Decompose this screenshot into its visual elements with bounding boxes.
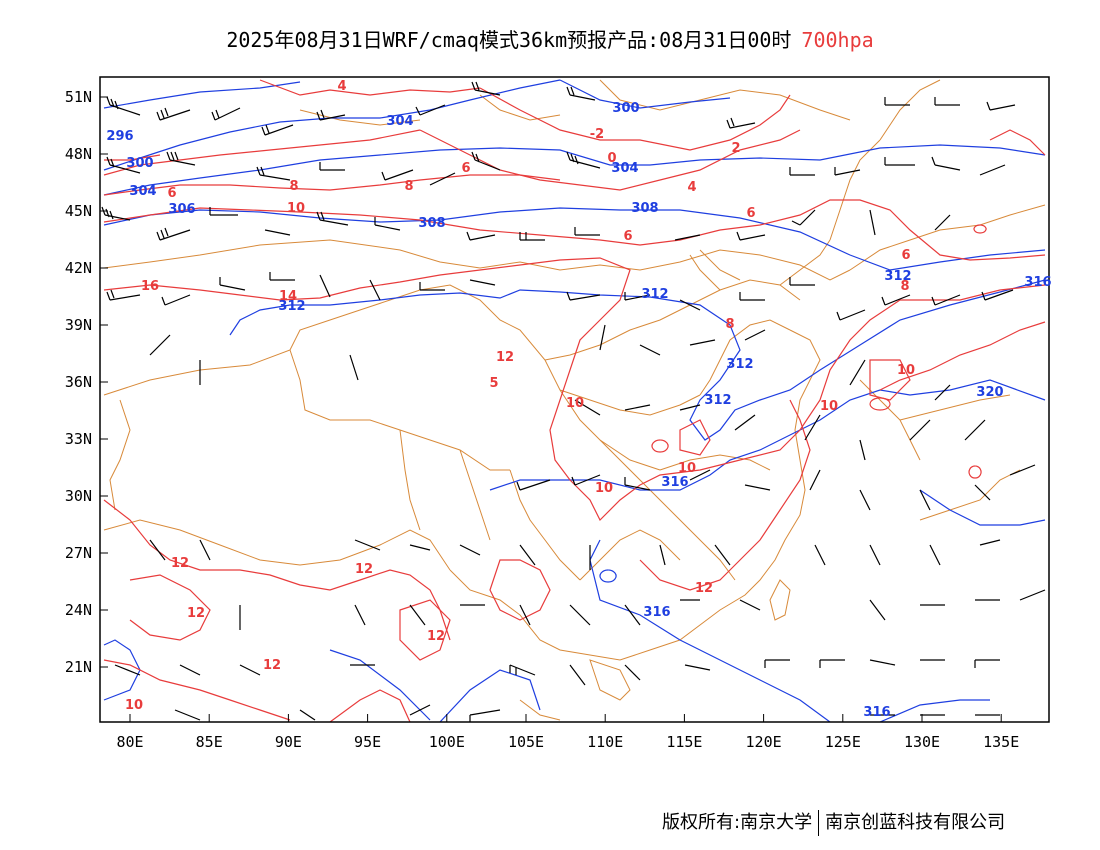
map-layers — [101, 79, 1046, 722]
x-tick-label: 115E — [666, 733, 702, 751]
y-tick-label: 51N — [65, 88, 92, 106]
x-tick-label: 90E — [275, 733, 302, 751]
x-tick-label: 125E — [825, 733, 861, 751]
boundary-lines — [103, 79, 1046, 721]
x-tick-label: 120E — [746, 733, 782, 751]
height-contour-label: 312 — [704, 393, 731, 408]
y-axis: 51N 48N 45N 42N 39N 36N 33N 30N 27N 24N 21N — [65, 88, 108, 676]
x-tick-label: 95E — [354, 733, 381, 751]
temperature-contour-label: 4 — [337, 79, 346, 94]
height-contour-label: 316 — [863, 705, 890, 720]
y-tick-label: 45N — [65, 202, 92, 220]
temperature-contour-label: 12 — [263, 658, 281, 673]
x-tick-label: 85E — [196, 733, 223, 751]
height-contour-label: 316 — [1024, 275, 1051, 290]
temperature-contour-label: 6 — [746, 206, 755, 221]
temperature-contour-label: 6 — [167, 186, 176, 201]
temperature-contour-label: 10 — [287, 201, 305, 216]
height-contour-label: 300 — [612, 101, 639, 116]
copyright-right: 南京创蓝科技有限公司 — [825, 812, 1006, 833]
y-tick-label: 39N — [65, 316, 92, 334]
x-tick-label: 130E — [904, 733, 940, 751]
temperature-contour-label: 14 — [279, 289, 297, 304]
temperature-contour-label: 2 — [731, 141, 740, 156]
temperature-contour-label: 6 — [461, 161, 470, 176]
temperature-contour-label: 10 — [566, 396, 584, 411]
y-tick-label: 42N — [65, 259, 92, 277]
temperature-contour-label: 10 — [125, 698, 143, 713]
temperature-contour-label: 6 — [901, 248, 910, 263]
temperature-contour-label: 12 — [187, 606, 205, 621]
height-contour-label: 320 — [976, 385, 1003, 400]
x-axis: 80E 85E 90E 95E 100E 105E 110E 115E 120E 125E 130E… — [116, 714, 1019, 751]
title-text: 2025年08月31日WRF/cmaq模式36km预报产品:08月31日00时 — [226, 28, 792, 52]
y-tick-label: 48N — [65, 145, 92, 163]
temperature-contours — [103, 79, 1046, 722]
temperature-contour-label: 8 — [725, 317, 734, 332]
map-title: 2025年08月31日WRF/cmaq模式36km预报产品:08月31日00时 7… — [0, 24, 1100, 53]
y-tick-label: 24N — [65, 601, 92, 619]
temperature-contour-label: 10 — [595, 481, 613, 496]
temperature-contour-label: 12 — [496, 350, 514, 365]
temperature-contour-label: 6 — [623, 229, 632, 244]
temperature-contour-label: 10 — [820, 399, 838, 414]
y-tick-label: 27N — [65, 544, 92, 562]
x-tick-label: 135E — [983, 733, 1019, 751]
temperature-contour-label: 8 — [289, 179, 298, 194]
height-contour-label: 296 — [106, 129, 133, 144]
height-contour-label: 308 — [631, 201, 658, 216]
temperature-contour-label: 8 — [900, 279, 909, 294]
height-contour-label: 312 — [278, 299, 305, 314]
y-tick-label: 33N — [65, 430, 92, 448]
x-tick-label: 110E — [587, 733, 623, 751]
temperature-contour-label: 12 — [695, 581, 713, 596]
y-tick-label: 30N — [65, 487, 92, 505]
temperature-contour-label: 10 — [897, 363, 915, 378]
copyright-divider — [818, 810, 820, 836]
height-contour-label: 304 — [611, 161, 638, 176]
temperature-contour-labels: 4 -20 2 4 6 6 8 6 8 10 6 6 8 16 14 12 5 8 10 10 10 10 10 12 12 12… — [125, 79, 915, 713]
height-contour-label: 316 — [643, 605, 670, 620]
temperature-contour-label: 12 — [171, 556, 189, 571]
height-contour-label: 312 — [726, 357, 753, 372]
height-contour-label: 312 — [884, 269, 911, 284]
x-tick-label: 105E — [508, 733, 544, 751]
height-contour-label: 300 — [126, 156, 153, 171]
height-contour-label: 304 — [386, 114, 413, 129]
temperature-contour-label: 16 — [141, 279, 159, 294]
y-tick-label: 36N — [65, 373, 92, 391]
plot-frame — [99, 76, 1050, 723]
height-contour-label: 316 — [661, 475, 688, 490]
height-contour-labels: 300 296 304 300 304 304 306 308 308 312 312 312 312 3… — [106, 101, 1051, 720]
height-contour-label: 312 — [641, 287, 668, 302]
temperature-contour-label: 4 — [687, 180, 696, 195]
height-contour-label: 306 — [168, 202, 195, 217]
temperature-contour-label: 12 — [355, 562, 373, 577]
temperature-contour-label: 5 — [489, 376, 498, 391]
temperature-contour-label: 10 — [678, 461, 696, 476]
pressure-level: 700hpa — [801, 28, 874, 52]
height-contour-label: 304 — [129, 184, 156, 199]
temperature-contour-label: -2 — [590, 127, 604, 142]
copyright: 版权所有:南京大学 南京创蓝科技有限公司 — [662, 808, 1005, 836]
copyright-left: 版权所有:南京大学 — [662, 812, 813, 833]
x-tick-label: 80E — [116, 733, 143, 751]
height-contours — [103, 79, 1046, 722]
x-tick-label: 100E — [429, 733, 465, 751]
wind-barbs — [101, 81, 1046, 722]
temperature-contour-label: 0 — [607, 151, 616, 166]
y-tick-label: 21N — [65, 658, 92, 676]
temperature-contour-label: 8 — [404, 179, 413, 194]
temperature-contour-label: 12 — [427, 629, 445, 644]
height-contour-label: 308 — [418, 216, 445, 231]
